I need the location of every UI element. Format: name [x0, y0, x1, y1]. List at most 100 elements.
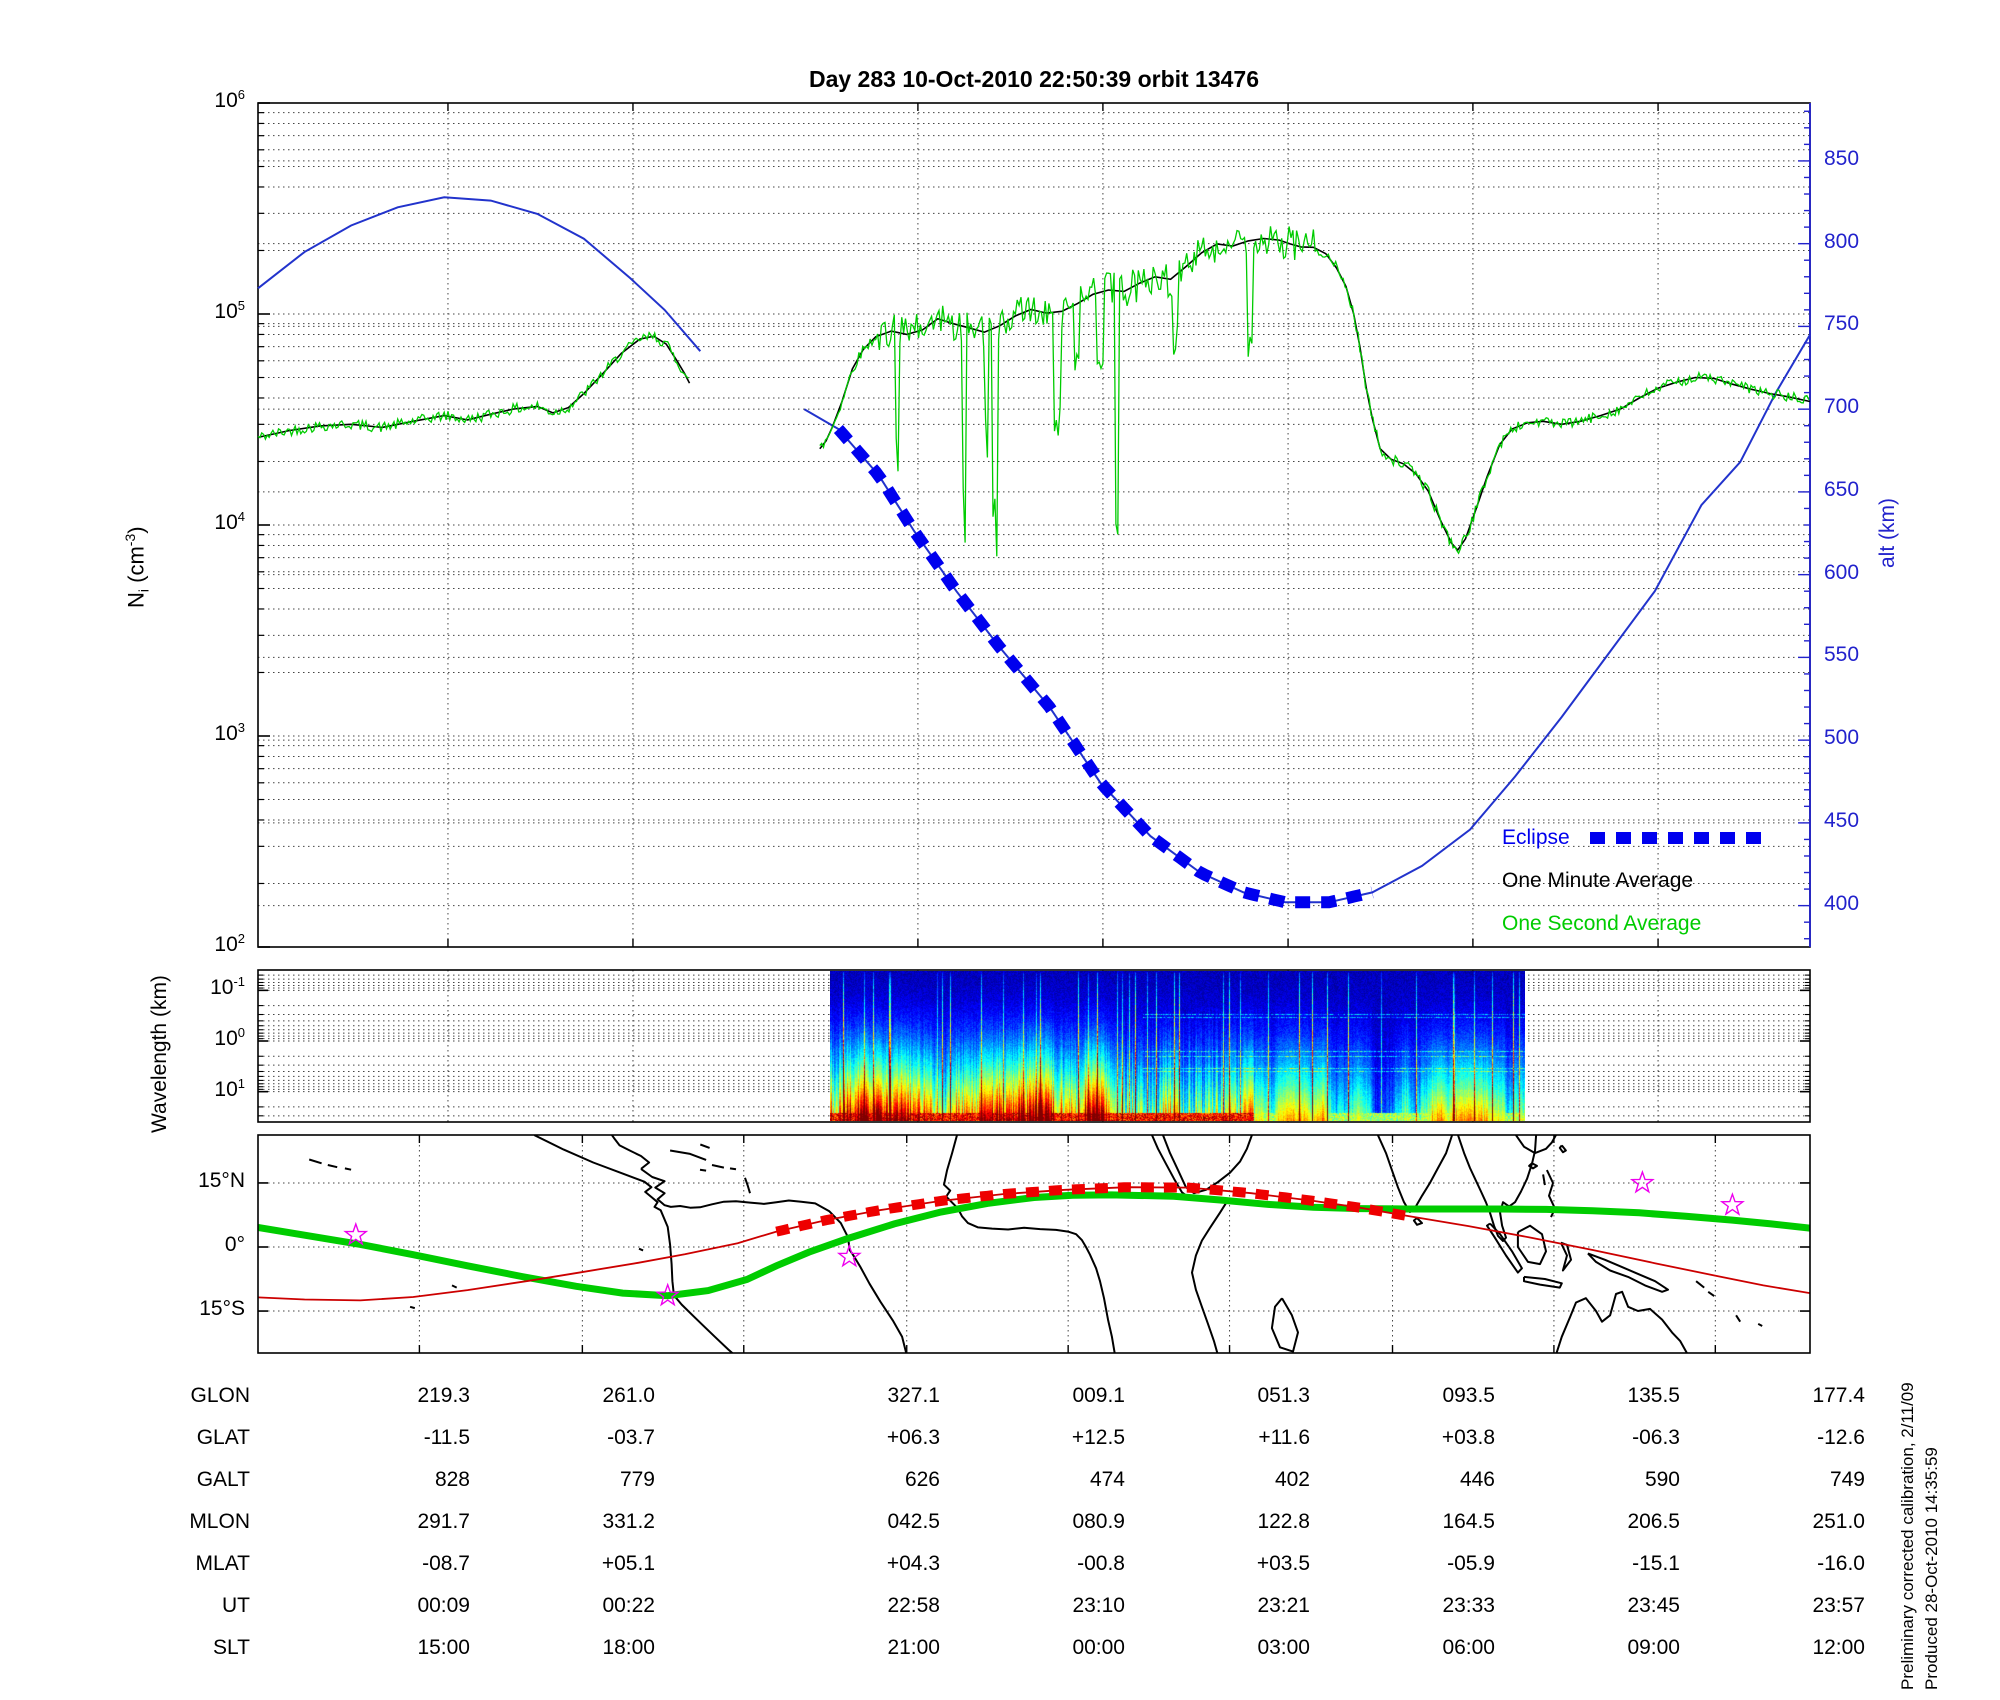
- table-cell: 042.5: [887, 1510, 940, 1533]
- table-cell: +03.5: [1256, 1552, 1310, 1575]
- table-cell: +11.6: [1258, 1426, 1310, 1449]
- density-axis-tick: 102: [214, 931, 245, 956]
- altitude-axis-tick: 500: [1824, 726, 1860, 750]
- altitude-axis-tick: 800: [1824, 229, 1860, 253]
- density-axis-tick: 106: [214, 87, 245, 112]
- table-cell: 206.5: [1627, 1510, 1680, 1533]
- table-cell: 23:57: [1812, 1594, 1865, 1617]
- table-cell: -16.0: [1817, 1552, 1865, 1575]
- table-cell: 446: [1459, 1468, 1495, 1491]
- table-cell: 00:22: [602, 1594, 655, 1617]
- legend-item-eclipse: Eclipse: [1502, 816, 1762, 859]
- table-cell: 828: [434, 1468, 470, 1491]
- table-cell: 626: [904, 1468, 940, 1491]
- altitude-axis-tick: 750: [1824, 312, 1860, 336]
- table-row-label: GALT: [196, 1468, 250, 1491]
- table-cell: 779: [619, 1468, 655, 1491]
- table-cell: 291.7: [417, 1510, 470, 1533]
- table-cell: 15:00: [417, 1636, 470, 1659]
- page-title: Day 283 10-Oct-2010 22:50:39 orbit 13476: [808, 66, 1260, 92]
- table-cell: 06:00: [1442, 1636, 1495, 1659]
- table-cell: 23:33: [1442, 1594, 1495, 1617]
- table-cell: 23:45: [1627, 1594, 1680, 1617]
- legend-item-one-minute: One Minute Average: [1502, 859, 1762, 902]
- production-note-line2: Produced 28-Oct-2010 14:35:59: [1922, 1447, 1941, 1690]
- table-cell: 21:00: [887, 1636, 940, 1659]
- wavelength-axis-tick: 10-1: [210, 974, 245, 1000]
- table-cell: 327.1: [887, 1384, 940, 1407]
- altitude-axis-tick: 600: [1824, 560, 1860, 584]
- wavelength-axis-tick: 101: [214, 1075, 245, 1101]
- table-row-label: UT: [222, 1594, 250, 1617]
- density-axis-tick: 103: [214, 720, 245, 745]
- altitude-axis-tick: 450: [1824, 808, 1860, 832]
- table-cell: 00:09: [417, 1594, 470, 1617]
- table-row-label: GLON: [190, 1384, 250, 1407]
- table-cell: +03.8: [1441, 1426, 1495, 1449]
- table-cell: 03:00: [1257, 1636, 1310, 1659]
- table-cell: 402: [1274, 1468, 1310, 1491]
- table-cell: -06.3: [1632, 1426, 1680, 1449]
- table-cell: 00:00: [1072, 1636, 1125, 1659]
- table-cell: +05.1: [601, 1552, 655, 1575]
- table-cell: 331.2: [602, 1510, 655, 1533]
- table-cell: 122.8: [1257, 1510, 1310, 1533]
- wavelength-axis-tick: 100: [214, 1025, 245, 1050]
- altitude-axis-tick: 850: [1824, 146, 1860, 170]
- table-cell: -12.6: [1817, 1426, 1865, 1449]
- legend-label-eclipse: Eclipse: [1502, 826, 1570, 849]
- table-cell: 18:00: [602, 1636, 655, 1659]
- wavelength-spectrogram: [830, 971, 1525, 1121]
- table-cell: 135.5: [1627, 1384, 1680, 1407]
- density-axis-label-mid: (cm: [123, 546, 149, 589]
- altitude-axis-tick: 700: [1824, 395, 1860, 419]
- eclipse-dash-swatch: [1589, 832, 1762, 844]
- density-axis-tick: 105: [214, 298, 245, 323]
- table-cell: 590: [1644, 1468, 1680, 1491]
- density-axis-label-base: N: [123, 592, 149, 608]
- table-cell: 177.4: [1812, 1384, 1865, 1407]
- table-cell: 164.5: [1442, 1510, 1495, 1533]
- legend-label-one-minute: One Minute Average: [1502, 869, 1694, 892]
- legend-item-one-second: One Second Average: [1502, 902, 1762, 945]
- table-cell: -03.7: [607, 1426, 655, 1449]
- map-latitude-label: 15°N: [198, 1168, 245, 1192]
- altitude-axis-label: alt (km): [1876, 498, 1899, 568]
- table-cell: 474: [1089, 1468, 1125, 1491]
- altitude-axis-tick: 550: [1824, 643, 1860, 667]
- table-cell: -05.9: [1447, 1552, 1495, 1575]
- table-cell: -08.7: [422, 1552, 470, 1575]
- table-cell: 23:10: [1072, 1594, 1125, 1617]
- production-note-line1: Preliminary corrected calibration, 2/11/…: [1898, 1382, 1917, 1690]
- table-cell: 051.3: [1257, 1384, 1310, 1407]
- legend: Eclipse One Minute Average One Second Av…: [1502, 816, 1762, 945]
- table-cell: 22:58: [887, 1594, 940, 1617]
- table-cell: 749: [1829, 1468, 1865, 1491]
- table-row-label: GLAT: [196, 1426, 250, 1449]
- density-axis-tick: 104: [214, 509, 245, 534]
- density-axis-label-sub: i: [135, 588, 152, 593]
- density-axis-label-end: ): [123, 526, 149, 534]
- table-cell: +12.5: [1071, 1426, 1125, 1449]
- table-cell: -15.1: [1632, 1552, 1680, 1575]
- table-cell: +04.3: [886, 1552, 940, 1575]
- legend-label-one-second: One Second Average: [1502, 912, 1702, 935]
- table-cell: -11.5: [423, 1426, 470, 1449]
- table-cell: 080.9: [1072, 1510, 1125, 1533]
- table-cell: 251.0: [1812, 1510, 1865, 1533]
- table-row-label: MLAT: [195, 1552, 250, 1575]
- map-latitude-label: 0°: [224, 1233, 245, 1256]
- table-cell: 009.1: [1072, 1384, 1125, 1407]
- table-row-label: MLON: [189, 1510, 250, 1533]
- density-axis-label: Ni (cm-3): [122, 526, 152, 608]
- map-latitude-label: 15°S: [199, 1297, 245, 1321]
- table-cell: 261.0: [602, 1384, 655, 1407]
- table-cell: 23:21: [1257, 1594, 1310, 1617]
- table-cell: 12:00: [1812, 1636, 1865, 1659]
- table-cell: 219.3: [417, 1384, 470, 1407]
- table-cell: +06.3: [886, 1426, 940, 1449]
- altitude-axis-tick: 650: [1824, 477, 1860, 501]
- altitude-axis-tick: 400: [1824, 891, 1860, 915]
- table-cell: 093.5: [1442, 1384, 1495, 1407]
